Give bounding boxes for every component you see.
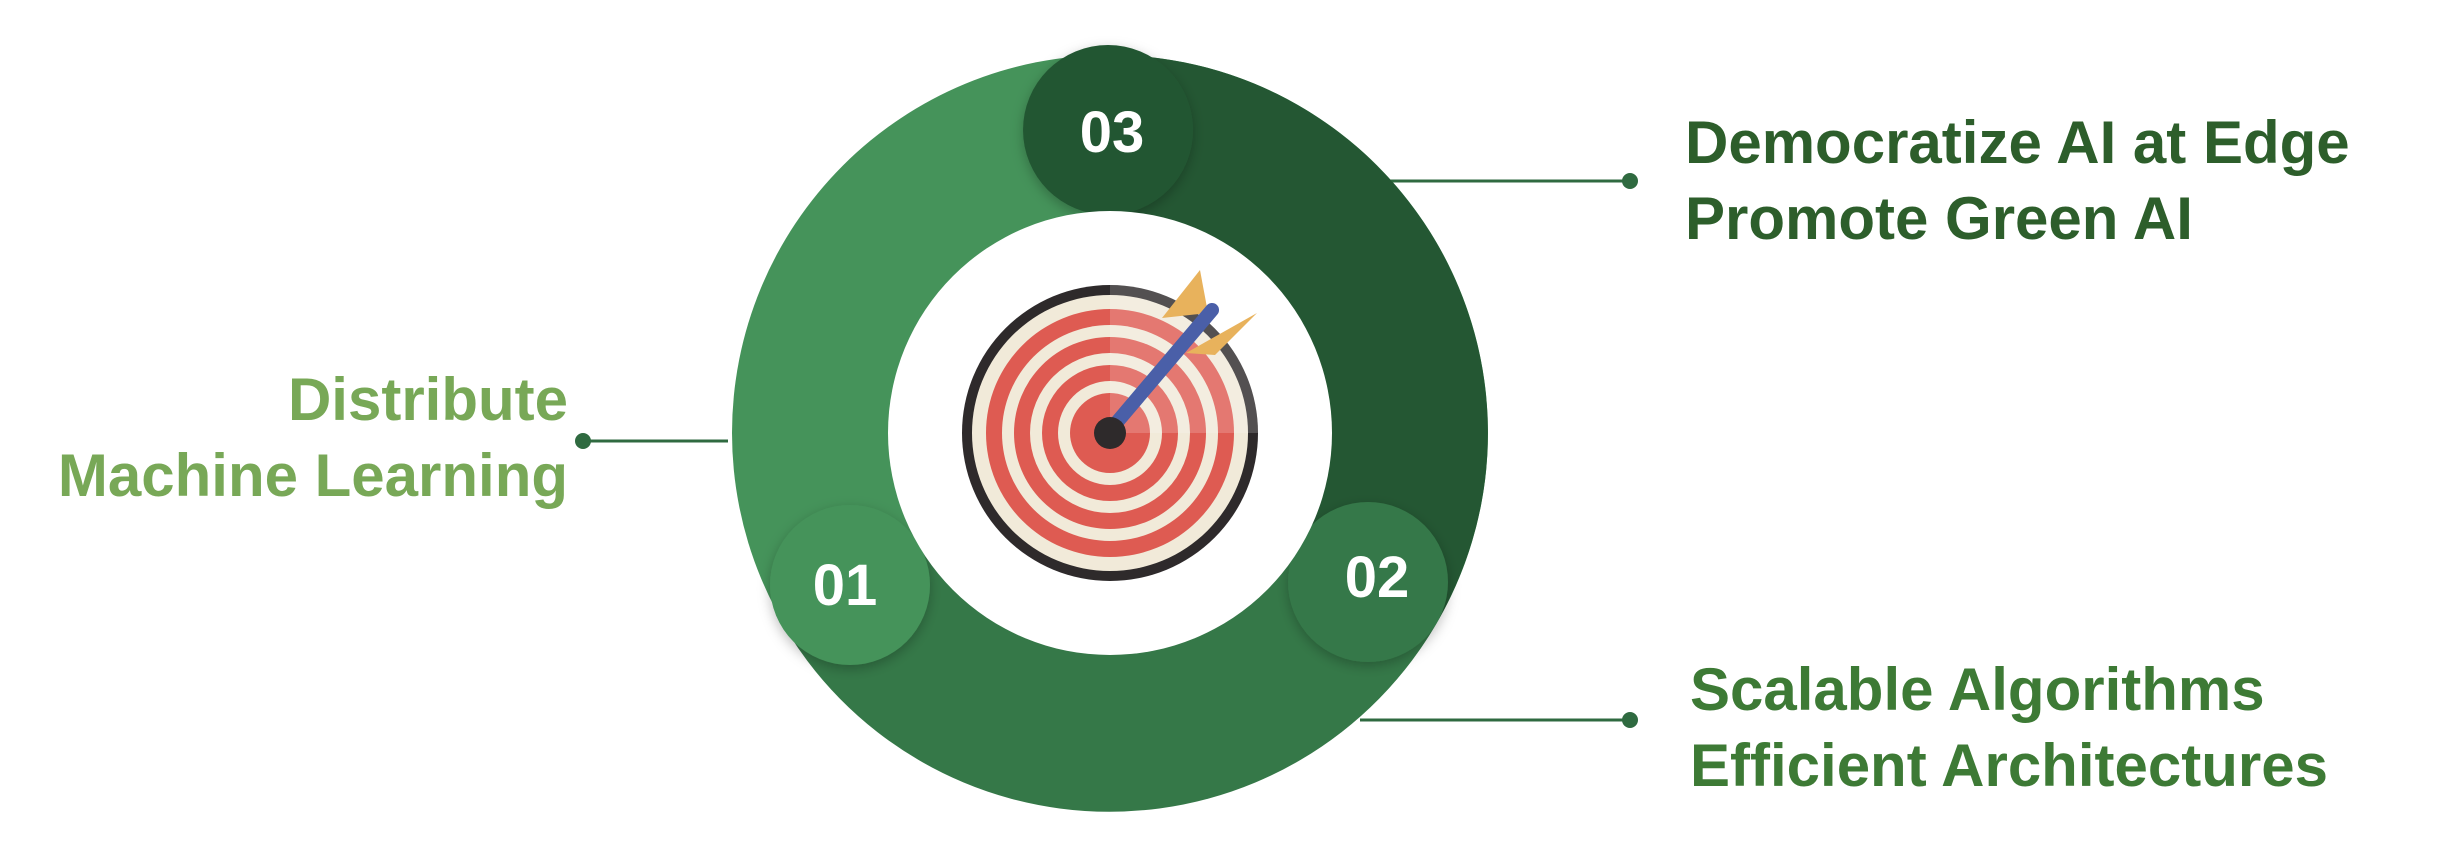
segment-label-01: Distribute Machine Learning	[58, 362, 568, 514]
connector-dot-01	[575, 433, 591, 449]
segment-03-line-1: Democratize AI at Edge	[1685, 109, 2350, 176]
segment-cap-02	[1288, 502, 1448, 662]
segment-label-03: Democratize AI at Edge Promote Green AI	[1685, 105, 2350, 257]
arrow	[1105, 270, 1257, 435]
connector-lines	[575, 173, 1638, 728]
target-with-arrow-icon	[962, 270, 1258, 581]
arrow-shaft	[1105, 303, 1219, 435]
segment-cap-01	[770, 505, 930, 665]
connector-dot-03	[1622, 173, 1638, 189]
segment-number-02: 02	[1345, 545, 1410, 610]
arrow-fletching-top	[1162, 270, 1208, 318]
segment-cap-03	[1023, 45, 1193, 215]
segment-02-line-2: Efficient Architectures	[1690, 732, 2328, 799]
segment-label-02: Scalable Algorithms Efficient Architectu…	[1690, 652, 2328, 804]
arrow-fletching-side	[1186, 313, 1257, 355]
segment-01-line-1: Distribute	[287, 366, 568, 433]
segment-02-line-1: Scalable Algorithms	[1690, 656, 2265, 723]
segment-number-01: 01	[813, 553, 878, 618]
segment-03-line-2: Promote Green AI	[1685, 185, 2193, 252]
segment-01-line-2: Machine Learning	[57, 442, 568, 509]
segment-number-03: 03	[1080, 100, 1145, 165]
connector-dot-02	[1622, 712, 1638, 728]
target-bullseye	[1094, 417, 1126, 449]
